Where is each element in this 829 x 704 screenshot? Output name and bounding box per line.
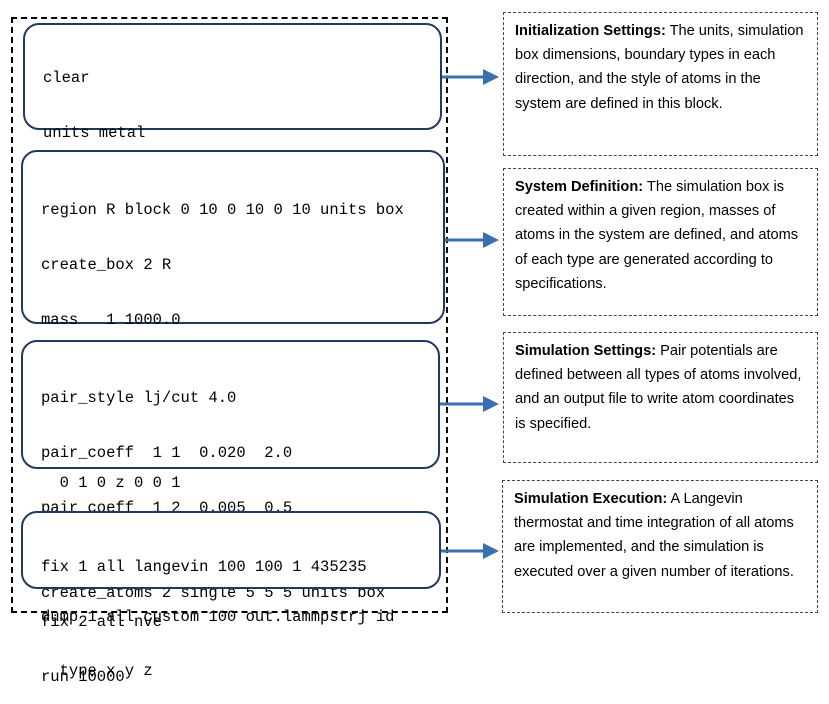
code-line: run 10000: [41, 667, 125, 686]
code-line: pair_coeff 1 1 0.020 2.0: [41, 444, 293, 463]
code-line: clear: [43, 69, 90, 88]
description-text: A Langevin thermostat and time integrati…: [514, 491, 794, 580]
code-line: create_box 2 R: [41, 256, 172, 275]
arrow-simulation-settings: [440, 396, 499, 412]
code-block-simulation-settings: pair_style lj/cut 4.0 pair_coeff 1 1 0.0…: [21, 340, 440, 680]
code-line: region R block 0 10 0 10 0 10 units box: [41, 201, 404, 220]
code-line: dump 1 all custom 100 out.lammpstrj id: [41, 607, 395, 626]
description-title: Simulation Execution:: [514, 491, 668, 507]
arrow-initialization: [442, 69, 499, 85]
description-initialization: Initialization Settings: The units, simu…: [503, 12, 818, 156]
description-simulation-settings: Simulation Settings: Pair potentials are…: [503, 332, 818, 463]
arrows-layer: [440, 69, 499, 559]
description-text: The simulation box is created within a g…: [515, 179, 799, 292]
code-line: mass 1 1000.0: [41, 310, 181, 329]
code-line: units metal: [43, 124, 146, 143]
arrow-simulation-execution: [441, 543, 499, 559]
description-text: The units, simulation box dimensions, bo…: [515, 23, 804, 112]
description-title: Initialization Settings:: [515, 23, 666, 39]
arrow-system-definition: [445, 232, 499, 248]
code-line: fix 1 all langevin 100 100 1 435235: [41, 558, 367, 577]
description-text: Pair potentials are defined between all …: [515, 343, 802, 432]
code-line: 0 1 0 z 0 0 1: [41, 474, 181, 493]
description-simulation-execution: Simulation Execution: A Langevin thermos…: [502, 480, 818, 613]
code-line: pair_style lj/cut 4.0: [41, 389, 237, 408]
description-system-definition: System Definition: The simulation box is…: [503, 168, 818, 316]
description-title: System Definition:: [515, 179, 644, 195]
description-title: Simulation Settings:: [515, 343, 657, 359]
code-container: [11, 17, 448, 613]
